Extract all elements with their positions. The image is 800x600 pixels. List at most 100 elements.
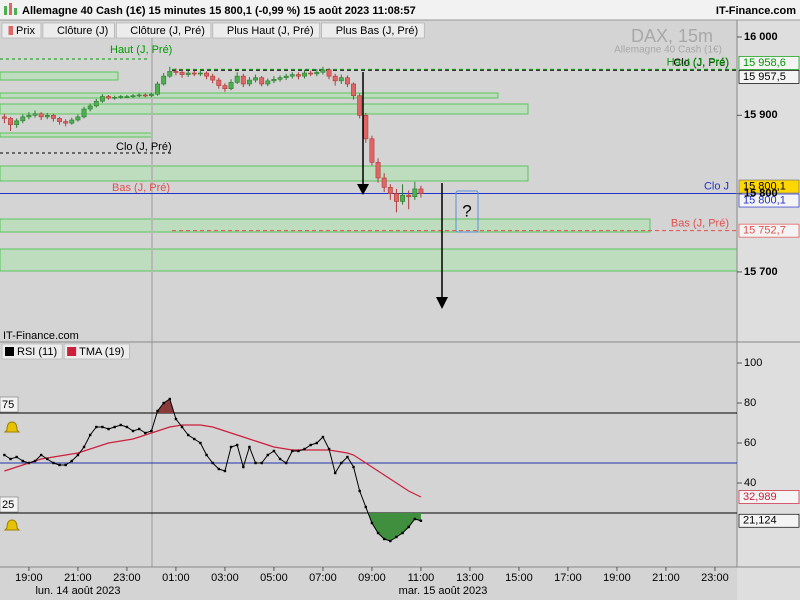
header-brand: IT-Finance.com [716, 5, 796, 17]
y-tick-label: 15 800 [744, 188, 778, 200]
candle-body [32, 113, 38, 116]
point [278, 457, 282, 461]
point [309, 443, 312, 447]
level-label: 75 [2, 399, 14, 411]
candle-body [204, 72, 209, 77]
value-tag-label: 21,124 [743, 515, 777, 527]
point [303, 447, 306, 451]
zone [0, 92, 499, 99]
candle-body [308, 72, 314, 75]
x-tick-label: 15:00 [505, 572, 533, 584]
point [401, 531, 404, 535]
candle-body [320, 69, 326, 73]
legend-label: TMA (19) [79, 346, 124, 358]
point [223, 469, 227, 473]
header-icon [4, 3, 17, 15]
candle-body [118, 96, 124, 98]
point [321, 435, 325, 439]
candle-body [106, 96, 111, 99]
header-bar [0, 0, 800, 20]
candle-body [344, 77, 350, 85]
value-tag-label: 15 957,5 [743, 71, 786, 83]
value-tag-label: 15 800,1 [743, 180, 786, 192]
point [119, 423, 122, 427]
zone [0, 248, 737, 272]
x-tick-label: 23:00 [701, 572, 729, 584]
candle-body [338, 77, 344, 82]
legend-label: Plus Haut (J, Pré) [227, 25, 314, 37]
x-tick-label: 03:00 [211, 572, 239, 584]
subwatermark: Allemagne 40 Cash (1€) [614, 45, 722, 56]
point [156, 409, 159, 413]
candle-body [14, 120, 20, 126]
level-box [0, 396, 19, 413]
y-tick-label: 40 [744, 477, 756, 489]
candle-body [381, 177, 387, 188]
legend-label: Prix [16, 25, 35, 37]
point [186, 433, 190, 437]
y-tick-label: 15 700 [744, 266, 778, 278]
date-label: lun. 14 août 2023 [35, 585, 120, 597]
value-tag-label: 15 800,1 [743, 194, 786, 206]
value-tag-label: 15 752,7 [743, 225, 786, 237]
candle-body [222, 85, 228, 89]
legend-item [42, 22, 115, 39]
x-tick-label: 23:00 [113, 572, 141, 584]
candle-body [63, 121, 69, 124]
prev-high-label: Haut (J, Pré) [110, 44, 172, 56]
point [266, 453, 269, 457]
question-box [455, 190, 479, 233]
candle-body [136, 94, 142, 97]
prev-close-label: Clo (J, Pré) [116, 141, 172, 153]
candle-body [216, 79, 222, 86]
candle-body [50, 115, 56, 119]
point [125, 425, 129, 429]
legend-label: Clôture (J) [57, 25, 108, 37]
candle-body [240, 75, 246, 85]
candle-body [38, 113, 44, 118]
value-tag [738, 179, 800, 194]
question-mark: ? [462, 201, 471, 220]
point [58, 463, 61, 467]
point [174, 417, 178, 421]
point [27, 461, 31, 465]
point [382, 537, 386, 541]
candle-body [418, 188, 424, 194]
point [315, 441, 319, 445]
candle-body [271, 78, 277, 82]
zone [0, 165, 529, 182]
point [199, 441, 202, 445]
point [33, 459, 37, 463]
candle-body [375, 161, 381, 179]
point [346, 455, 349, 459]
point [150, 429, 153, 433]
candle-body [283, 75, 289, 79]
point [297, 449, 300, 453]
legend-swatch [8, 26, 13, 35]
point [144, 431, 147, 435]
point [101, 425, 104, 429]
candle-body [259, 77, 265, 85]
candle-body [400, 194, 406, 202]
point [21, 459, 24, 463]
point [168, 397, 171, 401]
point [284, 461, 288, 465]
legend-label: RSI (11) [17, 346, 57, 358]
point [95, 425, 98, 429]
zone [0, 71, 119, 81]
series-line [4, 424, 422, 498]
candle-body [197, 72, 203, 75]
y-tick-label: 60 [744, 437, 756, 449]
candle-body [57, 118, 62, 122]
point [242, 465, 245, 469]
point [70, 459, 73, 463]
value-tag [738, 223, 800, 238]
x-tick-label: 07:00 [309, 572, 337, 584]
legend-item [321, 22, 425, 39]
x-tick-label: 21:00 [64, 572, 92, 584]
point [291, 449, 294, 453]
candle-body [234, 75, 240, 83]
bells [3, 421, 21, 531]
